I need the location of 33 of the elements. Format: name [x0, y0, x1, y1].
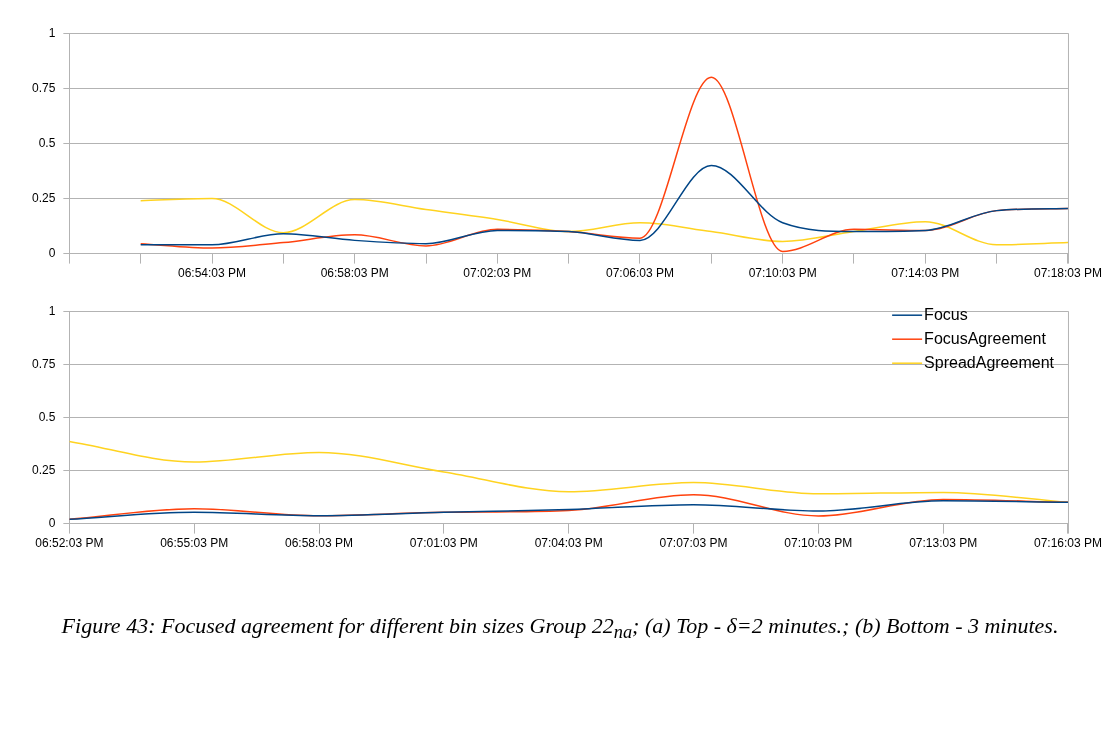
y-tick-label: 0.25	[32, 462, 56, 477]
legend-label: FocusAgreement	[924, 329, 1047, 347]
caption: Figure 43: Focused agreement for different bin sizes Group 22$_{na}$; (a) Top - δ=2 minutes.; (b) Bottom - 3 minutes.	[60, 612, 1060, 645]
x-tick-label: 07:07:03 PM	[659, 536, 728, 551]
x-tick-label: 07:06:03 PM	[605, 266, 675, 281]
line-series	[139, 164, 1068, 246]
x-tick-label: 07:16:03 PM	[1033, 536, 1102, 551]
y-tick-label: 1	[48, 303, 56, 318]
x-tick-label: 07:13:03 PM	[909, 536, 978, 551]
y-tick-label: 0	[48, 245, 56, 260]
x-tick-label: 07:18:03 PM	[1033, 266, 1102, 281]
y-tick-label: 0.75	[32, 80, 56, 95]
x-tick-label: 06:55:03 PM	[160, 536, 229, 551]
x-tick-label: 06:52:03 PM	[35, 536, 104, 551]
y-tick-label: 1	[48, 25, 56, 40]
x-tick-label: 07:10:03 PM	[784, 536, 853, 551]
y-tick-label: 0.25	[32, 190, 56, 205]
x-tick-label: 06:58:03 PM	[284, 536, 354, 551]
y-tick-label: 0.5	[38, 135, 56, 150]
line-series	[69, 500, 1068, 521]
legend-label: SpreadAgreement	[924, 353, 1055, 371]
x-tick-label: 07:04:03 PM	[534, 536, 603, 551]
y-tick-label: 0.75	[32, 356, 56, 371]
x-tick-label: 07:01:03 PM	[409, 536, 478, 551]
line-series	[139, 197, 1068, 246]
y-tick-label: 0.5	[38, 409, 56, 424]
x-tick-label: 07:14:03 PM	[891, 266, 960, 281]
x-tick-label: 06:54:03 PM	[177, 266, 247, 281]
x-tick-label: 06:58:03 PM	[320, 266, 389, 281]
x-tick-label: 07:10:03 PM	[748, 266, 817, 281]
y-tick-label: 0	[48, 515, 56, 530]
legend-label: Focus	[924, 305, 968, 323]
x-tick-label: 07:02:03 PM	[463, 266, 532, 281]
